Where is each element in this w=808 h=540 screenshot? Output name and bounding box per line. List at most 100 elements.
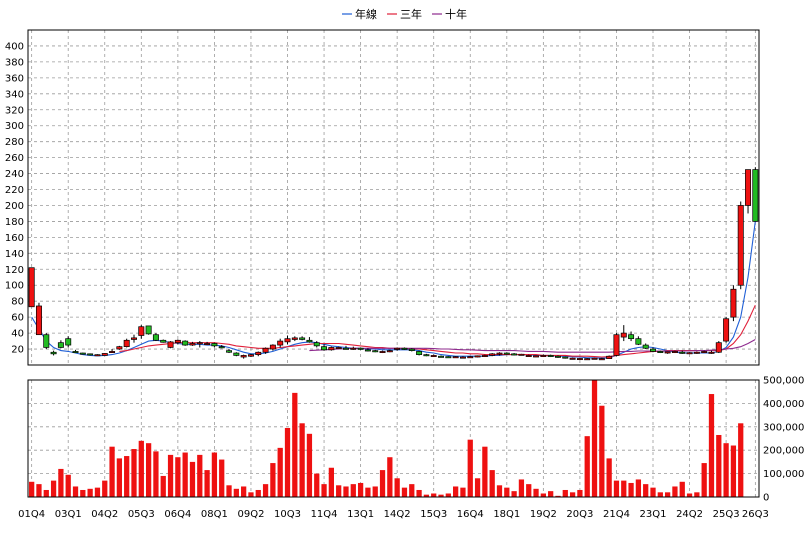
candle-body <box>196 342 203 345</box>
price-tick-label: 220 <box>5 185 24 196</box>
price-tick-label: 100 <box>5 281 24 292</box>
volume-bar <box>628 482 634 497</box>
volume-bar <box>511 491 517 497</box>
candle-body <box>671 351 678 353</box>
candle-body <box>598 358 605 361</box>
candle-body <box>518 353 525 356</box>
candle-body <box>313 342 320 347</box>
candle-body <box>467 356 474 359</box>
candle-body <box>620 332 627 338</box>
volume-bar <box>292 392 298 497</box>
candle-body <box>50 351 57 355</box>
candle-body <box>247 354 254 357</box>
volume-bar <box>664 492 671 497</box>
x-tick-label: 03Q1 <box>55 509 82 520</box>
volume-bar <box>343 486 349 497</box>
volume-bar <box>701 463 707 497</box>
volume-bar <box>453 486 459 497</box>
candle-body <box>635 338 642 345</box>
volume-bar <box>489 470 495 497</box>
volume-bar <box>94 487 101 497</box>
candle-body <box>379 351 386 353</box>
candle-body <box>693 351 700 354</box>
candle-body <box>591 357 598 360</box>
volume-bar <box>248 492 254 497</box>
candle-body <box>145 325 152 335</box>
volume-bar <box>80 489 86 497</box>
x-tick-label: 23Q1 <box>640 509 667 520</box>
volume-bar <box>730 445 737 497</box>
x-tick-label: 05Q3 <box>128 509 155 520</box>
candle-body <box>423 354 430 357</box>
volume-bars <box>29 380 744 497</box>
x-tick-label: 24Q2 <box>676 509 703 520</box>
candle-body <box>79 352 86 355</box>
volume-bar <box>87 488 93 497</box>
candle-body <box>628 334 635 340</box>
candle-body <box>299 337 306 340</box>
candle-body <box>218 346 225 349</box>
candle-body <box>57 342 64 348</box>
volume-bar <box>219 459 225 497</box>
volume-bar <box>723 443 729 497</box>
price-tick-label: 320 <box>5 105 24 116</box>
volume-bar <box>577 489 583 497</box>
volume-bar <box>716 434 722 497</box>
volume-bar <box>504 487 510 497</box>
candle-body <box>481 355 488 357</box>
volume-bar <box>591 380 598 497</box>
candle-body <box>394 347 401 350</box>
x-tick-label: 04Q2 <box>91 509 118 520</box>
volume-bar <box>138 440 144 497</box>
volume-bar <box>533 488 539 497</box>
candle-body <box>226 350 233 353</box>
candle-body <box>745 169 752 206</box>
volume-bar <box>679 481 685 497</box>
candles <box>28 167 759 361</box>
volume-bar <box>431 493 437 497</box>
price-tick-label: 180 <box>5 217 24 228</box>
candle-body <box>686 352 693 355</box>
x-tick-label: 10Q3 <box>274 509 301 520</box>
volume-bar <box>241 486 247 497</box>
volume-bar <box>555 495 561 497</box>
volume-bar <box>401 487 408 497</box>
candle-body <box>459 356 466 359</box>
price-tick-label: 200 <box>5 201 24 212</box>
candle-body <box>650 348 656 352</box>
price-tick-label: 360 <box>5 73 24 84</box>
candle-body <box>182 340 189 346</box>
volume-bar <box>102 480 108 497</box>
x-tick-label: 25Q3 <box>713 509 740 520</box>
candle-body <box>87 353 94 356</box>
x-tick-label: 26Q3 <box>742 509 769 520</box>
candle-body <box>94 354 101 357</box>
volume-bar <box>365 487 371 497</box>
volume-bar <box>526 484 532 497</box>
volume-bar <box>518 479 525 497</box>
candle-body <box>445 356 452 359</box>
candle-body <box>562 356 569 359</box>
candle-body <box>511 353 518 356</box>
price-tick-label: 20 <box>11 345 24 356</box>
candle-body <box>708 351 715 354</box>
candle-body <box>291 337 298 340</box>
candle-body <box>584 358 591 361</box>
candle-body <box>277 340 284 346</box>
volume-bar <box>233 488 239 497</box>
candle-body <box>679 351 686 354</box>
volume-bar <box>50 480 57 497</box>
volume-bar <box>116 458 123 497</box>
volume-bar <box>204 470 210 497</box>
volume-tick-label: 200,000 <box>763 446 804 457</box>
x-tick-label: 19Q2 <box>530 509 557 520</box>
moving-average-lines <box>31 221 756 359</box>
price-axis: 20 40 60 80 100 120 140 160 180 200 220 240 260 280 30… <box>5 41 24 355</box>
candle-body <box>642 344 649 349</box>
volume-bar <box>167 454 174 497</box>
ma-line-three-year <box>119 304 756 358</box>
candle-body <box>350 347 357 350</box>
volume-tick-label: 500,000 <box>763 376 804 387</box>
volume-bar <box>175 457 181 497</box>
volume-axis: 0 100,000 200,000 300,000 400,000 500,000 <box>763 376 804 504</box>
